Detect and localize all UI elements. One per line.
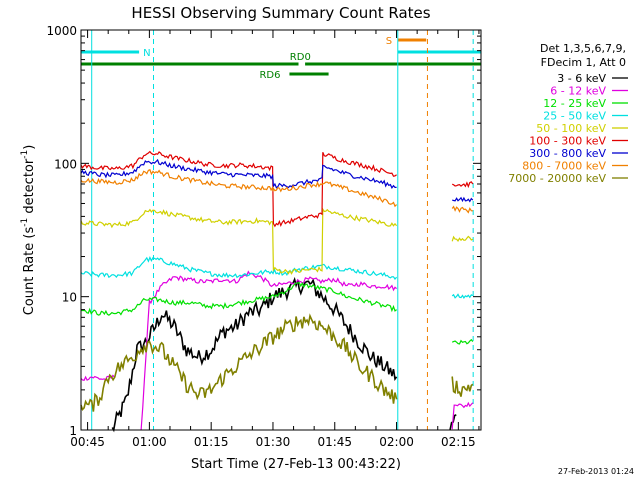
footer-date: 27-Feb-2013 01:24 (558, 467, 634, 476)
x-tick-label: 02:00 (379, 435, 414, 449)
flag-label-s: S (386, 36, 392, 47)
legend-entry-label: 800 - 7000 keV (522, 160, 606, 173)
y-axis-ticks: 1 10 100 1000 (46, 24, 481, 438)
series-line-6-segment-1 (80, 150, 397, 228)
series-line-9-segment-2 (451, 376, 474, 397)
y-axis-label: Count Rate (s-1 detector-1) (20, 145, 37, 316)
series-line-2-segment-2 (140, 270, 397, 431)
flag-label-rd6: RD6 (259, 70, 280, 81)
flag-label-n: N (143, 48, 150, 59)
x-tick-label: 00:45 (70, 435, 105, 449)
chart-title: HESSI Observing Summary Count Rates (131, 4, 430, 22)
legend-entry-label: 3 - 6 keV (557, 72, 606, 85)
x-tick-label: 01:00 (132, 435, 167, 449)
x-tick-label: 02:15 (441, 435, 476, 449)
x-tick-label: 01:30 (256, 435, 291, 449)
legend-entry-label: 7000 - 20000 keV (508, 172, 606, 185)
series-lines (80, 150, 474, 433)
y-axis-label-end: ) (22, 145, 37, 150)
y-axis-label-start: Count Rate (s (22, 227, 37, 316)
legend-header-line-1: Det 1,3,5,6,7,9, (540, 42, 626, 55)
series-line-3-segment-2 (451, 338, 474, 345)
legend: Det 1,3,5,6,7,9, FDecim 1, Att 0 3 - 6 k… (508, 42, 628, 185)
y-tick-label: 1000 (46, 24, 77, 38)
legend-entry-label: 25 - 50 keV (543, 110, 606, 123)
flag-label-rd0: RD0 (290, 52, 311, 63)
series-line-6-segment-2 (451, 181, 474, 189)
series-line-1-segment-1 (111, 276, 398, 433)
series-line-7-segment-1 (80, 158, 397, 189)
y-tick-label: 1 (69, 424, 77, 438)
series-line-4-segment-1 (80, 255, 398, 280)
series-line-5-segment-1 (80, 207, 398, 275)
legend-header-line-2: FDecim 1, Att 0 (541, 56, 626, 69)
series-line-5-segment-2 (451, 235, 474, 242)
plot-frame (80, 29, 482, 431)
series-line-9-segment-1 (80, 313, 398, 412)
y-axis-label-sup2: -1 (20, 150, 30, 159)
series-line-7-segment-2 (452, 196, 474, 203)
y-axis-label-mid: detector (22, 158, 37, 218)
y-tick-label: 100 (54, 157, 77, 171)
series-line-2-segment-3 (451, 401, 474, 430)
x-axis-label: Start Time (27-Feb-13 00:43:22) (191, 457, 401, 472)
legend-entry-label: 12 - 25 keV (543, 97, 606, 110)
legend-entry-label: 6 - 12 keV (550, 85, 606, 98)
x-axis-ticks: 00:45 01:00 01:15 01:30 01:45 02:00 02:15 (70, 30, 480, 449)
series-line-3-segment-1 (80, 281, 397, 316)
x-tick-label: 01:15 (194, 435, 229, 449)
series-line-8-segment-2 (451, 205, 473, 214)
series-line-8-segment-1 (80, 169, 398, 208)
y-tick-label: 10 (62, 291, 77, 305)
vertical-markers (91, 30, 474, 430)
x-tick-label: 01:45 (317, 435, 352, 449)
flag-bars: N S RD0 RD6 (81, 36, 481, 81)
y-axis-label-sup1: -1 (20, 218, 30, 227)
series-line-4-segment-2 (451, 293, 474, 299)
legend-entry-label: 50 - 100 keV (536, 122, 606, 135)
legend-entry-label: 100 - 300 keV (529, 135, 606, 148)
legend-entry-label: 300 - 800 keV (529, 147, 606, 160)
